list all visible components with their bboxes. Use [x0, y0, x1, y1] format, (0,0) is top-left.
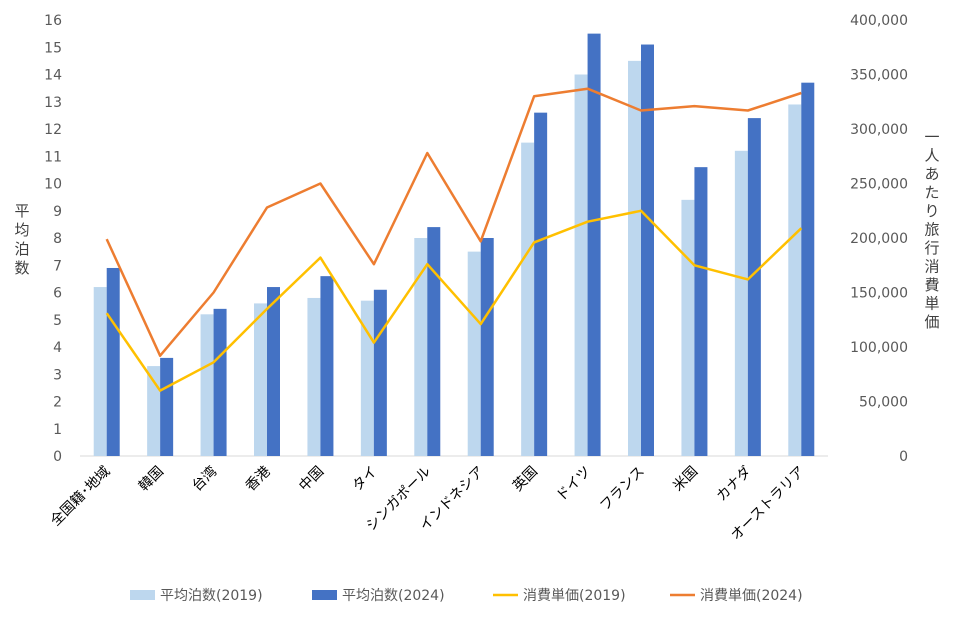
right-tick-label: 0: [899, 449, 908, 465]
bar-2019: [734, 150, 748, 457]
left-tick-label: 12: [44, 122, 62, 138]
left-tick-label: 1: [53, 422, 62, 438]
bar-2024: [534, 112, 548, 457]
bar-2019: [254, 303, 267, 456]
bar-2019: [521, 142, 535, 456]
category-label: 英国: [509, 463, 541, 495]
bar-2024: [160, 357, 174, 456]
category-label: 中国: [296, 464, 327, 495]
left-tick-label: 3: [53, 367, 62, 383]
bar-2024: [480, 238, 494, 456]
bar-2019: [307, 297, 321, 456]
left-tick-label: 6: [53, 286, 62, 302]
left-tick-label: 10: [44, 177, 62, 193]
right-axis-label: 一人あたり旅行消費単価: [924, 128, 939, 331]
bar-2024: [373, 289, 387, 456]
category-label: ドイツ: [553, 464, 594, 505]
left-tick-label: 5: [53, 313, 62, 329]
category-label: タイ: [350, 464, 381, 495]
right-tick-label: 150,000: [850, 286, 908, 302]
left-tick-label: 4: [53, 340, 62, 356]
left-tick-label: 7: [53, 258, 62, 274]
left-tick-label: 0: [53, 449, 62, 465]
bar-2024: [694, 167, 708, 456]
left-tick-label: 14: [44, 68, 62, 84]
right-tick-label: 200,000: [850, 231, 908, 247]
legend-label: 平均泊数(2024): [342, 588, 445, 604]
left-tick-label: 9: [53, 204, 62, 220]
left-axis-title: 平均泊数: [14, 202, 29, 277]
bar-2019: [681, 199, 695, 456]
left-axis-label: 平均泊数: [14, 202, 29, 277]
bar-2019: [788, 104, 802, 456]
left-tick-label: 11: [44, 149, 62, 165]
bar-2019: [200, 314, 214, 456]
line-series-2024: [105, 87, 802, 357]
bar-2024: [641, 44, 654, 457]
right-axis-title: 一人あたり旅行消費単価: [924, 128, 939, 331]
bars-group: [93, 33, 815, 457]
left-tick-label: 13: [44, 95, 62, 111]
left-tick-label: 15: [44, 40, 62, 56]
legend-label: 消費単価(2024): [700, 588, 803, 604]
bar-2024: [320, 276, 334, 456]
bar-2019: [628, 60, 641, 456]
category-labels: 全国籍･地域 韓国 台湾 香港 中国 タイシンガポールインドネシア 英国 ドイツ フランス 米国カ…: [47, 463, 808, 544]
legend-swatch: [130, 590, 155, 600]
right-tick-label: 100,000: [850, 340, 908, 356]
bar-2024: [267, 287, 280, 456]
bar-2019: [574, 74, 588, 456]
left-tick-label: 2: [53, 395, 62, 411]
category-label: カナダ: [714, 464, 755, 505]
right-axis-ticks: 0 50,000 100,000 150,000 200,000 250,000 300,0…: [850, 13, 908, 465]
line-series-2019: [105, 209, 803, 392]
legend-label: 平均泊数(2019): [160, 588, 263, 604]
legend: 平均泊数(2019) 平均泊数(2024) 消費単価(2019) 消費単価(2024): [130, 588, 803, 604]
bar-2019: [93, 287, 107, 456]
category-label: フランス: [597, 464, 648, 515]
category-label: 米国: [670, 464, 701, 495]
bar-2019: [147, 366, 161, 456]
bar-2024: [587, 33, 601, 456]
bar-2019: [414, 238, 428, 456]
category-label: 全国籍･地域: [47, 463, 113, 529]
bar-2024: [427, 227, 441, 456]
category-label: 香港: [243, 464, 274, 495]
right-tick-label: 50,000: [859, 395, 908, 411]
lines-group: [105, 87, 803, 392]
category-label: 台湾: [189, 463, 221, 495]
bar-2024: [106, 267, 120, 456]
left-tick-label: 16: [44, 13, 62, 29]
category-label: 韓国: [136, 464, 167, 495]
left-tick-label: 8: [53, 231, 62, 247]
legend-label: 消費単価(2019): [523, 588, 626, 604]
bar-2024: [801, 82, 815, 457]
right-tick-label: 400,000: [850, 13, 908, 29]
bar-2019: [467, 251, 481, 456]
legend-swatch: [312, 590, 337, 600]
right-tick-label: 250,000: [850, 177, 908, 193]
bar-2024: [213, 308, 227, 456]
right-tick-label: 350,000: [850, 68, 908, 84]
bar-2024: [747, 118, 761, 456]
right-tick-label: 300,000: [850, 122, 908, 138]
